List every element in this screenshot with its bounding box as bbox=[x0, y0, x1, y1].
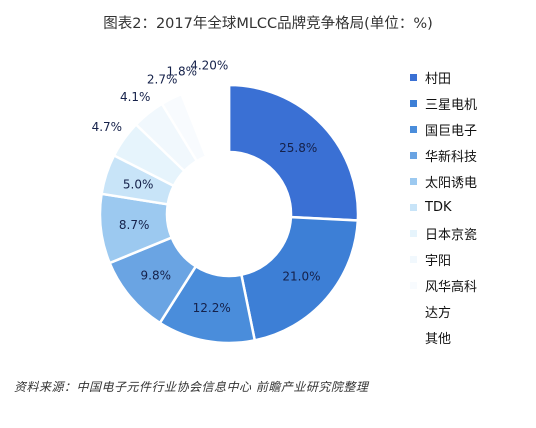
legend-label: 其他 bbox=[425, 331, 452, 347]
legend-item: 风华高科 bbox=[410, 272, 477, 298]
legend-swatch bbox=[410, 281, 417, 289]
data-label: 8.7% bbox=[119, 218, 150, 232]
legend-label: 宇阳 bbox=[425, 253, 452, 269]
legend-swatch bbox=[410, 177, 417, 185]
data-label: 4.1% bbox=[120, 90, 151, 104]
legend-label: 太阳诱电 bbox=[425, 175, 478, 191]
legend-item: 日本京瓷 bbox=[410, 220, 477, 246]
legend-swatch bbox=[410, 307, 417, 315]
chart-legend: 村田三星电机国巨电子华新科技太阳诱电 TDK 日本京瓷宇阳风华高科达方其他 bbox=[410, 64, 477, 350]
donut-slice bbox=[193, 83, 231, 156]
legend-item: 国巨电子 bbox=[410, 116, 477, 142]
legend-swatch bbox=[410, 333, 417, 341]
chart-title: 图表2：2017年全球MLCC品牌竞争格局(单位：%) bbox=[103, 16, 433, 32]
legend-item: 华新科技 bbox=[410, 142, 477, 168]
data-label: 1.8% bbox=[167, 65, 198, 79]
legend-swatch bbox=[410, 255, 417, 263]
legend-label: 三星电机 bbox=[425, 97, 478, 113]
legend-label: 日本京瓷 bbox=[425, 227, 478, 243]
legend-swatch bbox=[410, 99, 417, 107]
legend-item: 宇阳 bbox=[410, 246, 477, 272]
legend-item: 村田 bbox=[410, 64, 477, 90]
data-label: 25.8% bbox=[279, 141, 317, 155]
legend-item: 三星电机 bbox=[410, 90, 477, 116]
data-label: 21.0% bbox=[282, 269, 320, 283]
data-label: 2.7% bbox=[147, 73, 178, 87]
source-note: 资料来源：中国电子元件行业协会信息中心 前瞻产业研究院整理 bbox=[14, 380, 369, 394]
donut-slice bbox=[227, 83, 360, 222]
legend-label: 国巨电子 bbox=[425, 123, 478, 139]
legend-label: TDK bbox=[425, 199, 452, 215]
data-label: 12.2% bbox=[193, 301, 231, 315]
legend-swatch bbox=[410, 151, 417, 159]
legend-swatch bbox=[410, 73, 417, 81]
legend-item: 其他 bbox=[410, 324, 477, 350]
legend-item: 达方 bbox=[410, 298, 477, 324]
legend-swatch bbox=[410, 229, 417, 237]
data-label: 4.20% bbox=[190, 58, 228, 72]
legend-swatch bbox=[410, 203, 417, 211]
data-label: 9.8% bbox=[141, 268, 172, 282]
legend-label: 达方 bbox=[425, 305, 452, 321]
legend-label: 村田 bbox=[425, 71, 452, 87]
data-label: 4.7% bbox=[92, 120, 123, 134]
legend-item: TDK bbox=[410, 194, 477, 220]
legend-label: 华新科技 bbox=[425, 149, 478, 165]
legend-label: 风华高科 bbox=[425, 279, 478, 295]
legend-item: 太阳诱电 bbox=[410, 168, 477, 194]
legend-swatch bbox=[410, 125, 417, 133]
donut-slice bbox=[239, 215, 360, 342]
data-label: 5.0% bbox=[123, 177, 154, 191]
